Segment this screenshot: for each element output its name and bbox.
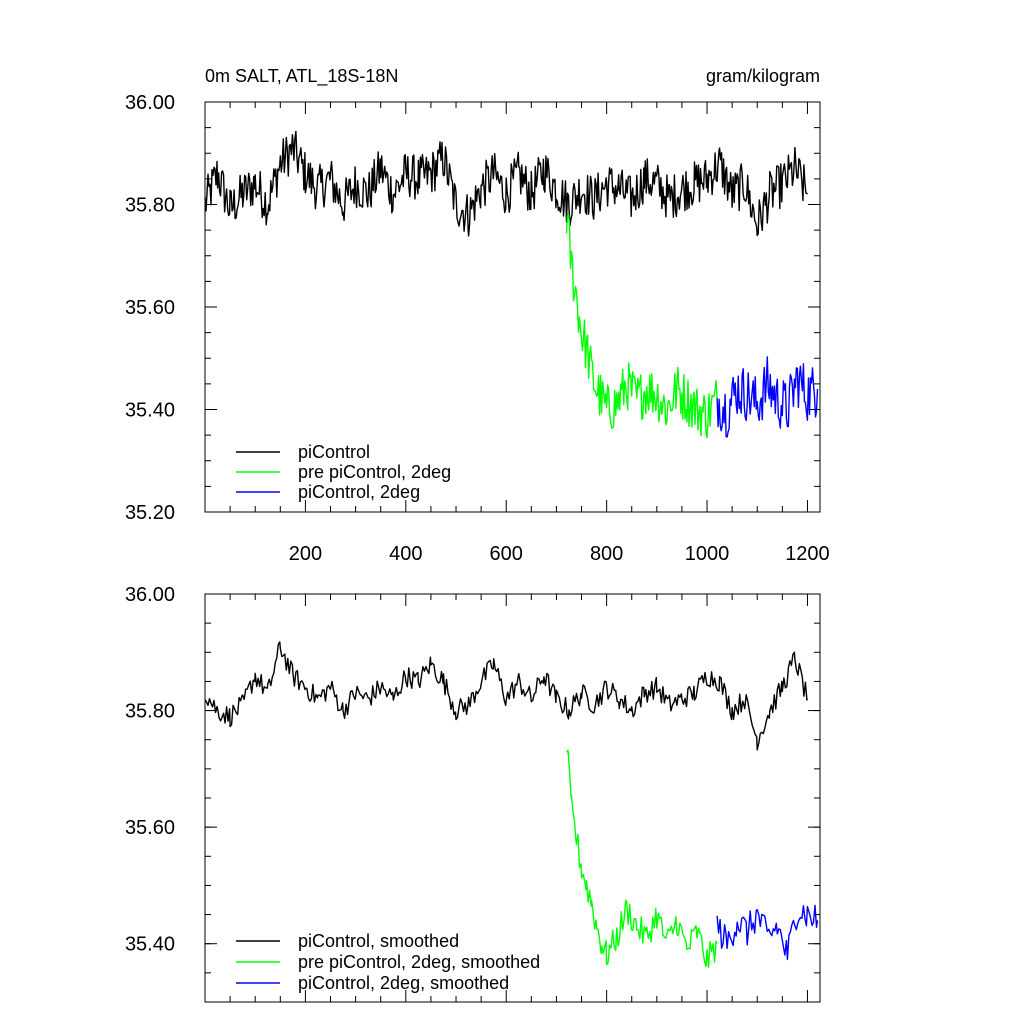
series-line-picontrol-smoothed	[204, 641, 809, 751]
y-tick-label: 35.40	[125, 934, 175, 956]
x-tick-label: 200	[289, 543, 322, 565]
y-tick-label: 35.40	[125, 400, 175, 422]
series-line-picontrol-2deg	[716, 356, 819, 438]
y-tick-label: 35.20	[125, 502, 175, 524]
legend-label: pre piControl, 2deg	[298, 462, 451, 482]
series-line-picontrol-2deg-smoothed	[716, 904, 819, 961]
legend-label: piControl, 2deg	[298, 482, 420, 502]
bottom-panel: 35.40 35.60 35.80 36.00 piControl, smoothed…	[125, 584, 821, 1003]
legend-label: piControl, smoothed	[298, 931, 459, 951]
top-title-left: 0m SALT, ATL_18S-18N	[205, 66, 398, 87]
x-tick-label: 1200	[785, 543, 830, 565]
bottom-series	[204, 641, 819, 969]
x-tick-label: 1000	[685, 543, 730, 565]
legend-label: pre piControl, 2deg, smoothed	[298, 952, 540, 972]
y-tick-label: 36.00	[125, 584, 175, 606]
x-tick-label: 800	[590, 543, 623, 565]
bottom-ticks: 35.40 35.60 35.80 36.00	[125, 584, 820, 1003]
top-title-right: gram/kilogram	[706, 66, 820, 86]
series-line-picontrol	[204, 130, 808, 237]
top-series	[204, 130, 819, 439]
top-panel: 0m SALT, ATL_18S-18N gram/kilogram 35.20…	[125, 66, 830, 565]
x-tick-label: 400	[389, 543, 422, 565]
legend-label: piControl, 2deg, smoothed	[298, 973, 509, 993]
y-tick-label: 35.60	[125, 297, 175, 319]
y-tick-label: 35.80	[125, 195, 175, 217]
series-line-pre-picontrol-2deg	[565, 213, 718, 439]
x-tick-label: 600	[490, 543, 523, 565]
y-tick-label: 35.60	[125, 817, 175, 839]
top-ticks: 35.20 35.40 35.60 35.80 36.00 200 400 600 800 100…	[125, 92, 830, 565]
series-line-pre-picontrol-2deg-smoothed	[565, 749, 718, 969]
legend-label: piControl	[298, 442, 370, 462]
y-tick-label: 35.80	[125, 701, 175, 723]
y-tick-label: 36.00	[125, 92, 175, 114]
